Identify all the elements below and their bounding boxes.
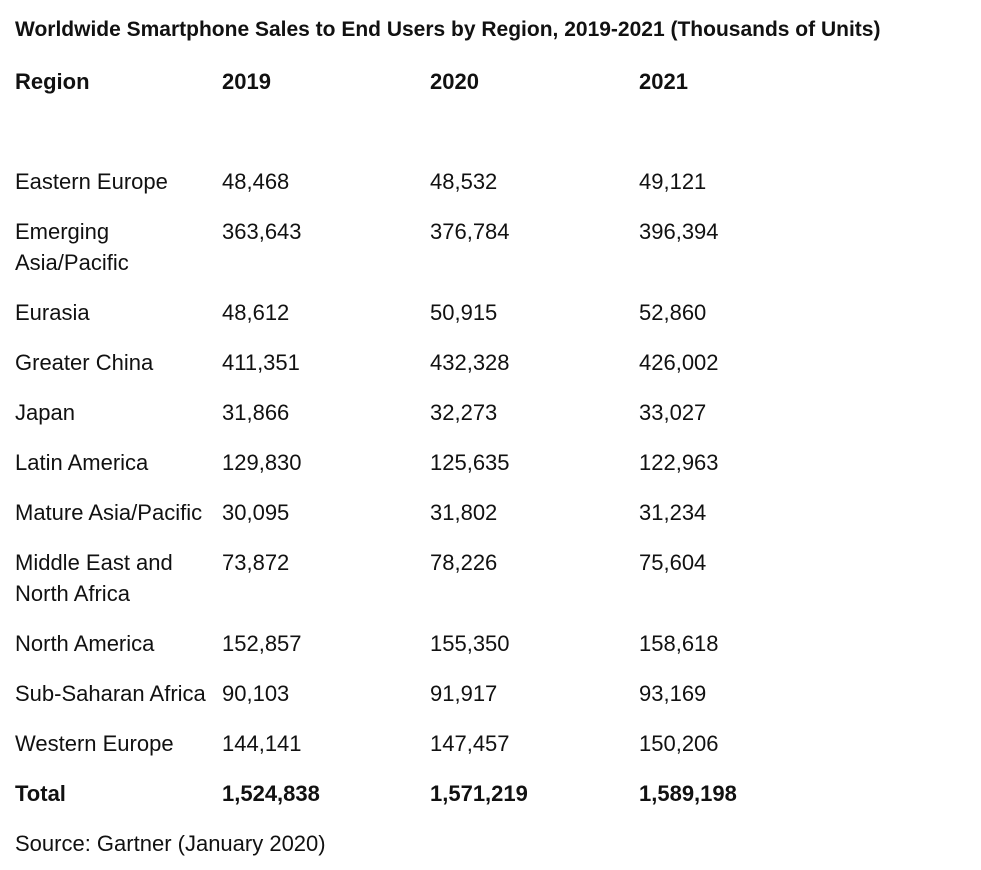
value-2021-cell: 31,234 [639,500,707,525]
table-title: Worldwide Smartphone Sales to End Users … [15,18,881,41]
table-row: Middle East and North Africa 73,872 78,226… [15,547,915,628]
value-2020-cell: 31,802 [430,500,498,525]
region-cell: Sub-Saharan Africa [15,681,206,706]
table-row: Eurasia 48,612 50,915 52,860 [15,297,915,347]
region-cell: Emerging Asia/Pacific [15,219,129,275]
value-2021-cell: 93,169 [639,681,707,706]
value-2019-cell: 90,103 [222,681,290,706]
table-row: North America 152,857 155,350 158,618 [15,628,915,678]
value-2019-cell: 363,643 [222,219,302,244]
value-2021-cell: 150,206 [639,731,719,756]
value-2019-cell: 48,468 [222,169,290,194]
value-2020-cell: 91,917 [430,681,498,706]
region-cell: Japan [15,400,75,425]
value-2020-cell: 376,784 [430,219,510,244]
source-note: Source: Gartner (January 2020) [15,831,326,856]
column-header-2019: 2019 [222,69,271,94]
value-2020-cell: 48,532 [430,169,498,194]
value-2019-cell: 152,857 [222,631,302,656]
total-label-cell: Total [15,781,66,806]
value-2020-cell: 155,350 [430,631,510,656]
table-row: Sub-Saharan Africa 90,103 91,917 93,169 [15,678,915,728]
table-row: Eastern Europe 48,468 48,532 49,121 [15,166,915,216]
value-2021-cell: 52,860 [639,300,707,325]
column-header-2020: 2020 [430,69,479,94]
table-row: Japan 31,866 32,273 33,027 [15,397,915,447]
region-cell: Mature Asia/Pacific [15,500,203,525]
total-row: Total 1,524,838 1,571,219 1,589,198 [15,778,915,828]
table-row: Mature Asia/Pacific 30,095 31,802 31,234 [15,497,915,547]
value-2019-cell: 48,612 [222,300,290,325]
value-2020-cell: 50,915 [430,300,498,325]
column-header-2021: 2021 [639,69,688,94]
header-spacer [15,130,915,166]
column-header-region: Region [15,69,90,94]
header-row: Region 2019 2020 2021 [15,66,915,130]
value-2020-cell: 32,273 [430,400,498,425]
table-row: Latin America 129,830 125,635 122,963 [15,447,915,497]
value-2021-cell: 49,121 [639,169,707,194]
table-row: Emerging Asia/Pacific 363,643 376,784 396,3… [15,216,915,297]
total-2020-cell: 1,571,219 [430,781,528,806]
sales-table: Region 2019 2020 2021 Eastern Europe 48,4… [15,66,915,828]
value-2019-cell: 129,830 [222,450,302,475]
region-cell: Eastern Europe [15,169,168,194]
value-2021-cell: 396,394 [639,219,719,244]
value-2021-cell: 33,027 [639,400,707,425]
total-2019-cell: 1,524,838 [222,781,320,806]
region-cell: Latin America [15,450,149,475]
value-2021-cell: 426,002 [639,350,719,375]
value-2019-cell: 31,866 [222,400,290,425]
table-row: Greater China 411,351 432,328 426,002 [15,347,915,397]
value-2021-cell: 75,604 [639,550,707,575]
total-2021-cell: 1,589,198 [639,781,737,806]
table-body: Eastern Europe 48,468 48,532 49,121 Emerging… [15,130,915,828]
value-2021-cell: 158,618 [639,631,719,656]
region-cell: North America [15,631,155,656]
region-cell: Eurasia [15,300,90,325]
value-2019-cell: 73,872 [222,550,290,575]
value-2020-cell: 125,635 [430,450,510,475]
region-cell: Greater China [15,350,154,375]
value-2019-cell: 411,351 [222,350,300,375]
value-2020-cell: 432,328 [430,350,510,375]
table-row: Western Europe 144,141 147,457 150,206 [15,728,915,778]
value-2020-cell: 147,457 [430,731,510,756]
value-2019-cell: 30,095 [222,500,290,525]
value-2019-cell: 144,141 [222,731,302,756]
region-cell: Middle East and North Africa [15,550,173,606]
value-2020-cell: 78,226 [430,550,498,575]
region-cell: Western Europe [15,731,174,756]
value-2021-cell: 122,963 [639,450,719,475]
